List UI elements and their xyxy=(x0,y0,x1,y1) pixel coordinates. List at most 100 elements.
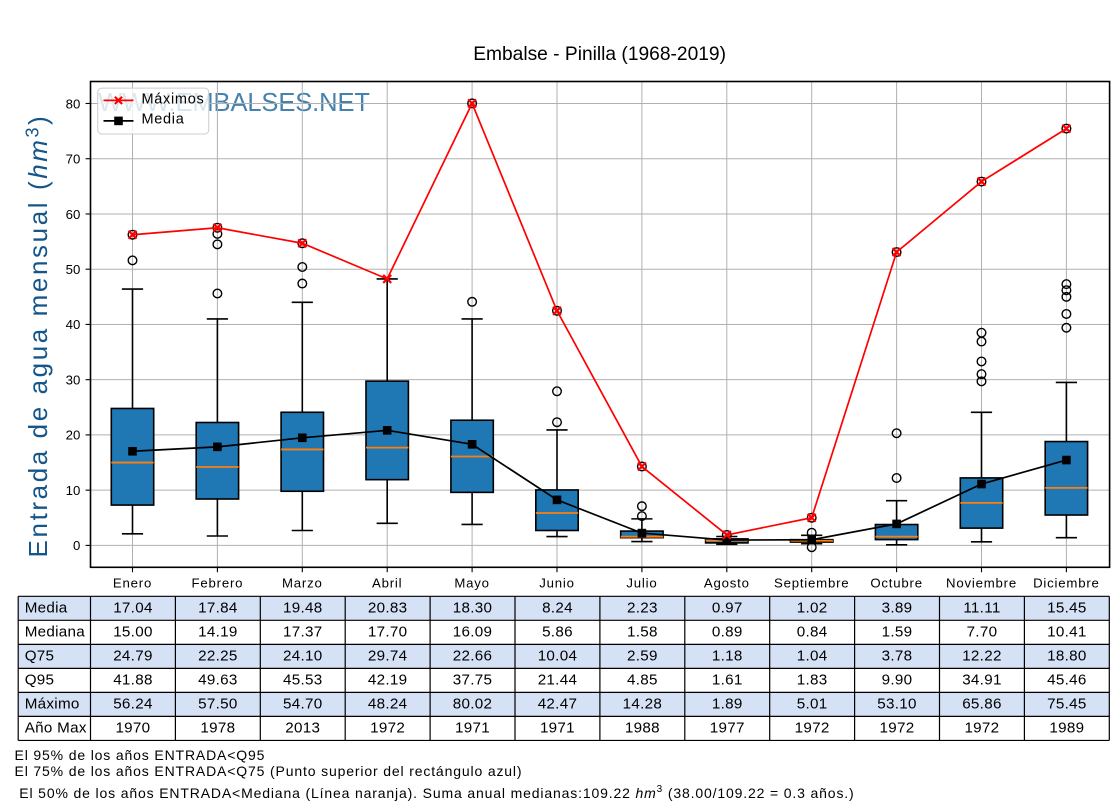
svg-text:29.74: 29.74 xyxy=(368,648,408,665)
svg-text:18.80: 18.80 xyxy=(1047,648,1087,665)
svg-text:40: 40 xyxy=(66,317,81,332)
svg-text:80: 80 xyxy=(66,96,81,111)
svg-text:1971: 1971 xyxy=(540,720,575,737)
svg-text:1.02: 1.02 xyxy=(797,600,828,617)
svg-text:20: 20 xyxy=(66,428,81,443)
svg-text:Máximos: Máximos xyxy=(142,91,205,107)
svg-text:1.61: 1.61 xyxy=(712,672,743,689)
svg-text:65.86: 65.86 xyxy=(962,696,1002,713)
svg-text:17.37: 17.37 xyxy=(283,624,323,641)
svg-text:Septiembre: Septiembre xyxy=(774,576,849,591)
svg-text:Julio: Julio xyxy=(626,576,657,591)
svg-text:1978: 1978 xyxy=(200,720,235,737)
svg-text:14.28: 14.28 xyxy=(623,696,663,713)
svg-text:Diciembre: Diciembre xyxy=(1033,576,1100,591)
svg-text:0: 0 xyxy=(73,538,80,553)
svg-text:Junio: Junio xyxy=(539,576,575,591)
svg-text:9.90: 9.90 xyxy=(882,672,913,689)
svg-text:1.04: 1.04 xyxy=(797,648,828,665)
svg-text:Octubre: Octubre xyxy=(870,576,923,591)
svg-text:80.02: 80.02 xyxy=(453,696,493,713)
svg-text:0.97: 0.97 xyxy=(712,600,743,617)
svg-text:Q75: Q75 xyxy=(25,648,55,665)
svg-text:Año Max: Año Max xyxy=(25,720,87,737)
svg-text:El 50% de los años ENTRADA<Med: El 50% de los años ENTRADA<Mediana (Líne… xyxy=(19,784,854,801)
svg-text:15.45: 15.45 xyxy=(1047,600,1087,617)
svg-text:1970: 1970 xyxy=(115,720,150,737)
svg-text:75.45: 75.45 xyxy=(1047,696,1087,713)
svg-text:2013: 2013 xyxy=(285,720,320,737)
svg-text:12.22: 12.22 xyxy=(962,648,1002,665)
svg-text:Mediana: Mediana xyxy=(25,624,86,641)
svg-text:56.24: 56.24 xyxy=(113,696,153,713)
svg-text:0.84: 0.84 xyxy=(797,624,828,641)
svg-text:1989: 1989 xyxy=(1049,720,1084,737)
svg-text:Máximo: Máximo xyxy=(25,696,80,713)
svg-text:Agosto: Agosto xyxy=(704,576,750,591)
svg-text:4.85: 4.85 xyxy=(627,672,658,689)
svg-text:Abril: Abril xyxy=(372,576,402,591)
svg-text:0.89: 0.89 xyxy=(712,624,743,641)
svg-text:17.70: 17.70 xyxy=(368,624,408,641)
svg-text:1972: 1972 xyxy=(370,720,405,737)
svg-text:45.46: 45.46 xyxy=(1047,672,1087,689)
svg-text:45.53: 45.53 xyxy=(283,672,323,689)
svg-text:8.24: 8.24 xyxy=(542,600,573,617)
svg-text:20.83: 20.83 xyxy=(368,600,408,617)
svg-text:14.19: 14.19 xyxy=(198,624,238,641)
svg-text:Media: Media xyxy=(25,600,68,617)
svg-text:Entrada de agua mensual (hm3): Entrada de agua mensual (hm3) xyxy=(23,114,54,558)
svg-text:1.18: 1.18 xyxy=(712,648,743,665)
svg-text:1971: 1971 xyxy=(455,720,490,737)
svg-text:24.10: 24.10 xyxy=(283,648,323,665)
svg-text:15.00: 15.00 xyxy=(113,624,153,641)
svg-text:21.44: 21.44 xyxy=(538,672,578,689)
svg-text:Mayo: Mayo xyxy=(454,576,489,591)
svg-text:11.11: 11.11 xyxy=(963,600,1000,617)
svg-text:10.41: 10.41 xyxy=(1047,624,1087,641)
svg-text:17.84: 17.84 xyxy=(198,600,238,617)
svg-text:1.89: 1.89 xyxy=(712,696,743,713)
svg-text:1972: 1972 xyxy=(964,720,999,737)
svg-text:1.59: 1.59 xyxy=(882,624,913,641)
svg-text:37.75: 37.75 xyxy=(453,672,493,689)
svg-text:18.30: 18.30 xyxy=(453,600,493,617)
svg-text:5.86: 5.86 xyxy=(542,624,573,641)
svg-text:19.48: 19.48 xyxy=(283,600,323,617)
svg-text:24.79: 24.79 xyxy=(113,648,153,665)
svg-text:El 75% de los años ENTRADA<Q75: El 75% de los años ENTRADA<Q75 (Punto su… xyxy=(15,763,523,779)
svg-text:53.10: 53.10 xyxy=(877,696,917,713)
svg-text:17.04: 17.04 xyxy=(113,600,153,617)
svg-text:22.66: 22.66 xyxy=(453,648,493,665)
svg-text:2.23: 2.23 xyxy=(627,600,658,617)
svg-text:Marzo: Marzo xyxy=(282,576,323,591)
svg-text:2.59: 2.59 xyxy=(627,648,658,665)
svg-text:Media: Media xyxy=(142,112,185,128)
svg-text:57.50: 57.50 xyxy=(198,696,238,713)
svg-text:42.19: 42.19 xyxy=(368,672,408,689)
svg-text:48.24: 48.24 xyxy=(368,696,408,713)
svg-text:El 95% de los años ENTRADA<Q95: El 95% de los años ENTRADA<Q95 xyxy=(15,747,266,763)
svg-text:50: 50 xyxy=(66,262,81,277)
svg-text:7.70: 7.70 xyxy=(967,624,998,641)
svg-text:10: 10 xyxy=(66,483,81,498)
svg-text:60: 60 xyxy=(66,207,81,222)
svg-text:16.09: 16.09 xyxy=(453,624,493,641)
svg-text:1988: 1988 xyxy=(625,720,660,737)
svg-text:1977: 1977 xyxy=(710,720,745,737)
svg-text:Embalse - Pinilla (1968-2019): Embalse - Pinilla (1968-2019) xyxy=(473,44,726,65)
svg-text:5.01: 5.01 xyxy=(797,696,828,713)
svg-text:1972: 1972 xyxy=(795,720,830,737)
svg-text:1.58: 1.58 xyxy=(627,624,658,641)
svg-text:3.89: 3.89 xyxy=(882,600,913,617)
svg-text:30: 30 xyxy=(66,372,81,387)
svg-text:22.25: 22.25 xyxy=(198,648,238,665)
svg-text:Febrero: Febrero xyxy=(192,576,244,591)
svg-text:54.70: 54.70 xyxy=(283,696,323,713)
svg-text:Enero: Enero xyxy=(113,576,152,591)
svg-text:41.88: 41.88 xyxy=(113,672,153,689)
svg-text:70: 70 xyxy=(66,152,81,167)
svg-text:10.04: 10.04 xyxy=(538,648,578,665)
svg-text:49.63: 49.63 xyxy=(198,672,238,689)
svg-text:1972: 1972 xyxy=(880,720,915,737)
